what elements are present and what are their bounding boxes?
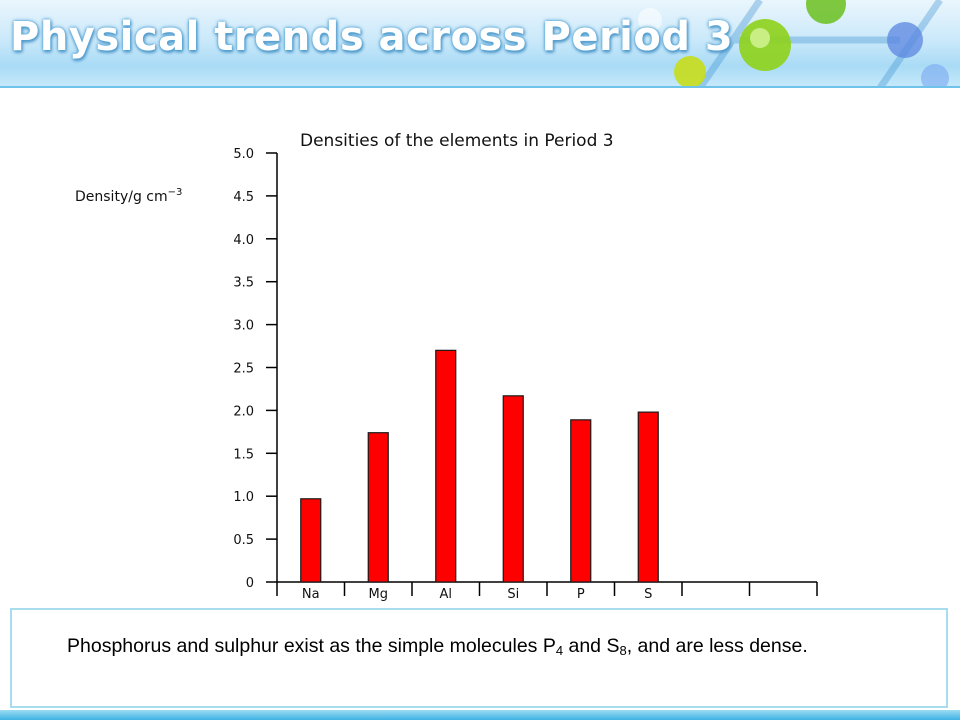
y-tick-label: 0	[246, 576, 254, 591]
bars	[300, 349, 659, 583]
x-category-label: Al	[439, 587, 452, 602]
y-axis-label: Density/g cm−3	[75, 187, 182, 205]
y-tick-label: 0.5	[233, 533, 254, 548]
bar-p	[570, 419, 592, 583]
y-tick-label: 3.5	[233, 276, 254, 291]
caption-subscript-4: 4	[555, 643, 564, 658]
y-tick-label: 1.0	[233, 490, 254, 505]
caption-part2: and S	[563, 635, 620, 657]
molecule-decoration	[638, 0, 949, 88]
x-axis-category-labels: Na Mg Al Si P S	[302, 587, 652, 602]
y-tick-label: 2.0	[233, 404, 254, 419]
y-tick-label: 4.5	[233, 190, 254, 205]
caption-subscript-8: 8	[619, 643, 627, 658]
y-tick-label: 1.5	[233, 447, 254, 462]
y-axis-label-text: Density/g cm	[75, 189, 168, 205]
x-category-label: P	[577, 587, 585, 602]
y-tick-label: 4.0	[233, 233, 254, 248]
x-axis	[276, 153, 818, 596]
banner-divider	[0, 86, 960, 88]
y-tick-label: 2.5	[233, 362, 254, 377]
caption-box: Phosphorus and sulphur exist as the simp…	[10, 608, 948, 708]
caption-part1: Phosphorus and sulphur exist as the simp…	[67, 635, 556, 657]
slide-title: Physical trends across Period 3	[10, 14, 734, 60]
bar-al	[435, 349, 457, 583]
density-bar-chart: Densities of the elements in Period 3 De…	[75, 131, 818, 602]
footer-bar	[0, 710, 960, 720]
chart-title: Densities of the elements in Period 3	[300, 131, 614, 151]
y-tick-label: 5.0	[233, 147, 254, 162]
x-category-label: Mg	[369, 587, 388, 602]
x-category-label: Na	[302, 587, 320, 602]
bar-si	[502, 395, 524, 583]
bar-na	[300, 498, 322, 583]
bar-mg	[367, 432, 389, 583]
y-axis-ticks: 0 0.5 1.0 1.5 2.0 2.5 3.0 3.5 4.0 4.5 5.0	[233, 147, 277, 591]
x-category-label: S	[644, 587, 652, 602]
y-tick-label: 3.0	[233, 319, 254, 334]
title-banner: Physical trends across Period 3	[0, 0, 960, 88]
y-axis-label-superscript: −3	[168, 187, 183, 198]
caption-text: Phosphorus and sulphur exist as the simp…	[67, 632, 917, 661]
caption-part3: , and are less dense.	[626, 635, 808, 657]
bar-s	[637, 411, 659, 583]
x-category-label: Si	[507, 587, 519, 602]
